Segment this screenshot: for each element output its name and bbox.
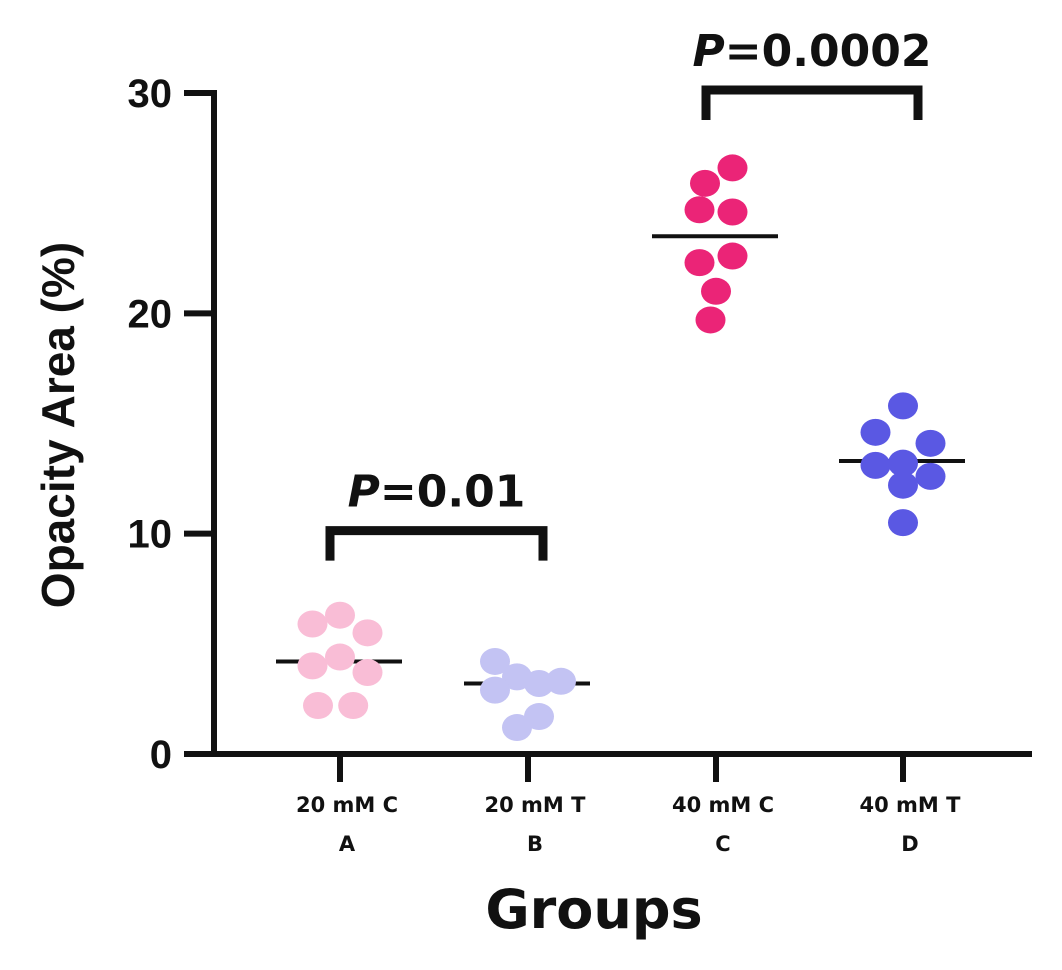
significance-bracket bbox=[701, 85, 923, 120]
x-category-letter: B bbox=[527, 832, 543, 856]
data-point bbox=[325, 643, 355, 671]
y-tick-label: 30 bbox=[128, 72, 173, 116]
data-point bbox=[524, 703, 554, 731]
y-tick-label: 0 bbox=[150, 733, 172, 777]
x-axis-label: Groups bbox=[485, 878, 702, 941]
data-point bbox=[695, 306, 726, 334]
p-symbol: P bbox=[693, 26, 725, 77]
data-point bbox=[915, 462, 946, 490]
data-point bbox=[297, 610, 328, 638]
data-point bbox=[888, 471, 918, 499]
significance-bracket bbox=[325, 526, 548, 561]
x-category-label: 40 mM C bbox=[672, 793, 774, 817]
y-axis-label: Opacity Area (%) bbox=[32, 242, 84, 608]
data-point bbox=[717, 242, 748, 270]
x-category-letter: C bbox=[715, 832, 730, 856]
y-tick-label: 20 bbox=[128, 292, 173, 336]
x-category-letter: A bbox=[339, 832, 356, 856]
p-symbol: P bbox=[348, 467, 380, 518]
p-value-label: P=0.01 bbox=[348, 467, 526, 518]
data-point bbox=[480, 647, 510, 675]
x-category-label: 40 mM T bbox=[860, 793, 962, 817]
data-point bbox=[717, 154, 748, 182]
data-point bbox=[352, 658, 383, 686]
data-point bbox=[888, 449, 918, 477]
data-point bbox=[690, 169, 720, 197]
data-point bbox=[888, 392, 918, 420]
data-point bbox=[860, 451, 891, 479]
p-value: =0.01 bbox=[380, 467, 525, 518]
data-point bbox=[502, 714, 532, 742]
data-point bbox=[860, 418, 891, 446]
data-point bbox=[915, 429, 946, 457]
data-point bbox=[701, 277, 731, 305]
data-point bbox=[684, 249, 715, 277]
data-point bbox=[325, 601, 355, 629]
data-point bbox=[524, 669, 554, 697]
data-point bbox=[297, 652, 328, 680]
data-point bbox=[338, 692, 369, 720]
data-point bbox=[303, 692, 333, 720]
p-value-label: P=0.0002 bbox=[693, 26, 932, 77]
data-point bbox=[546, 667, 576, 695]
data-point bbox=[480, 676, 510, 704]
data-point bbox=[684, 196, 715, 224]
x-category-label: 20 mM C bbox=[296, 793, 398, 817]
p-value: =0.0002 bbox=[725, 26, 932, 77]
x-category-label: 20 mM T bbox=[485, 793, 587, 817]
data-point bbox=[352, 619, 383, 647]
y-tick-label: 10 bbox=[128, 513, 173, 557]
data-point bbox=[888, 509, 918, 537]
data-point bbox=[717, 198, 748, 226]
x-category-letter: D bbox=[901, 832, 918, 856]
